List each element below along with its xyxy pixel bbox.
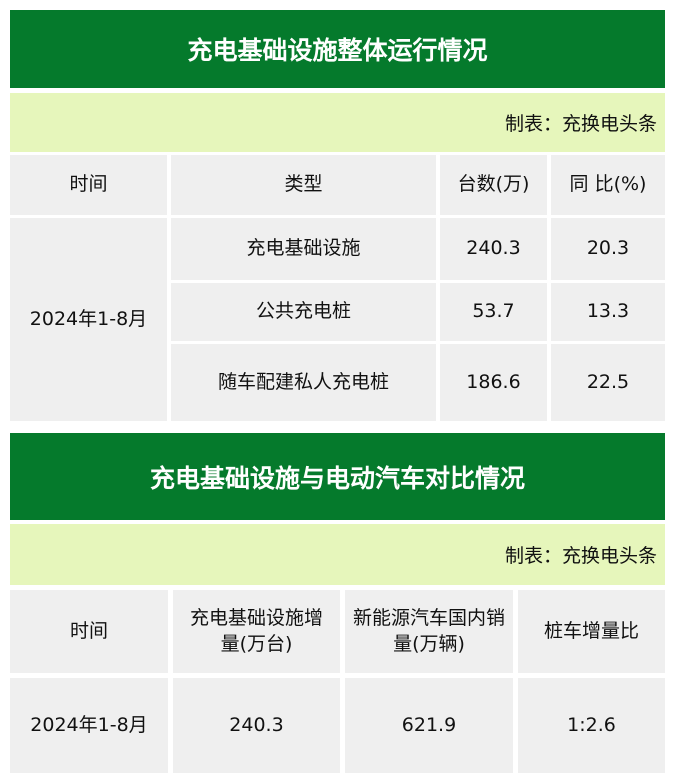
sales-cell: 621.9 <box>345 678 513 773</box>
increment-cell: 240.3 <box>173 678 340 773</box>
type-cell: 随车配建私人充电桩 <box>171 344 436 421</box>
header-count: 台数(万) <box>440 155 547 215</box>
header-type: 类型 <box>171 155 436 215</box>
ratio-cell: 1:2.6 <box>518 678 665 773</box>
table-1-source: 制表：充换电头条 <box>10 93 665 152</box>
period-cell: 2024年1-8月 <box>10 678 168 773</box>
yoy-cell: 13.3 <box>551 283 665 341</box>
table-1-title: 充电基础设施整体运行情况 <box>10 10 665 88</box>
yoy-cell: 20.3 <box>551 218 665 280</box>
header-ratio: 桩车增量比 <box>518 590 665 673</box>
header-yoy: 同 比(%) <box>551 155 665 215</box>
header-increment: 充电基础设施增量(万台) <box>173 590 340 673</box>
header-time: 时间 <box>10 155 167 215</box>
type-cell: 公共充电桩 <box>171 283 436 341</box>
count-cell: 53.7 <box>440 283 547 341</box>
period-cell: 2024年1-8月 <box>10 218 167 421</box>
header-sales: 新能源汽车国内销量(万辆) <box>345 590 513 673</box>
header-time: 时间 <box>10 590 168 673</box>
yoy-cell: 22.5 <box>551 344 665 421</box>
type-cell: 充电基础设施 <box>171 218 436 280</box>
count-cell: 186.6 <box>440 344 547 421</box>
count-cell: 240.3 <box>440 218 547 280</box>
table-2-title: 充电基础设施与电动汽车对比情况 <box>10 433 665 520</box>
table-2-source: 制表：充换电头条 <box>10 524 665 585</box>
